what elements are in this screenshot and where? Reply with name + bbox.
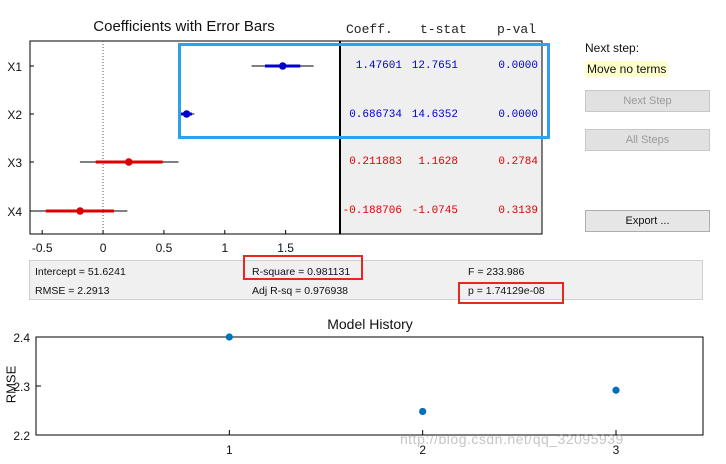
in-model-highlight — [178, 43, 550, 139]
coeff-value: -0.188706 — [342, 205, 402, 217]
coef-chart-title: Coefficients with Error Bars — [93, 18, 275, 35]
x-tick-label: 0.5 — [156, 241, 173, 255]
history-x-tick-label: 3 — [613, 443, 620, 457]
next-step-value: Move no terms — [585, 61, 669, 77]
rsquare-value: R-square = 0.981131 — [252, 266, 351, 278]
history-point — [419, 407, 427, 416]
pval-value: 0.3139 — [498, 205, 538, 217]
export-button[interactable]: Export ... — [585, 210, 710, 232]
f-statistic-value: F = 233.986 — [468, 266, 525, 278]
history-y-tick-label: 2.2 — [13, 429, 30, 443]
tstat-value: 14.6352 — [411, 109, 458, 121]
x-tick-label: -0.5 — [32, 241, 53, 255]
next-step-button[interactable]: Next Step — [585, 90, 710, 112]
history-ylabel: RMSE — [3, 365, 19, 404]
history-point — [225, 333, 233, 341]
coef-point — [76, 207, 84, 215]
term-label: X3 — [7, 156, 22, 170]
coef-point — [278, 62, 287, 70]
history-axes-box — [35, 336, 704, 436]
pval-value: 0.2784 — [498, 156, 538, 168]
all-steps-button[interactable]: All Steps — [585, 129, 710, 151]
next-step-label: Next step: — [585, 41, 640, 55]
history-y-tick-label: 2.3 — [13, 380, 30, 394]
history-y-tick-label: 2.4 — [13, 331, 30, 345]
coeff-value: 0.211883 — [349, 156, 402, 168]
x-tick-label: 1.5 — [277, 241, 294, 255]
p-value: p = 1.74129e-08 — [468, 285, 545, 297]
coef-point — [182, 110, 191, 118]
x-tick-label: 1 — [221, 241, 228, 255]
watermark: http://blog.csdn.net/qq_32095939 — [400, 431, 624, 447]
term-label: X2 — [7, 108, 22, 122]
tstat-value: 12.7651 — [411, 60, 458, 72]
history-chart-title: Model History — [327, 316, 413, 332]
pval-value: 0.0000 — [498, 60, 538, 72]
coeff-value: 0.686734 — [349, 109, 402, 121]
history-point — [612, 386, 620, 394]
table-header-coeff: Coeff. — [346, 22, 393, 37]
table-header-tstat: t-stat — [420, 22, 467, 37]
coef-point — [125, 158, 133, 166]
tstat-value: 1.1628 — [418, 156, 458, 168]
history-x-tick-label: 1 — [226, 443, 233, 457]
tstat-value: -1.0745 — [411, 205, 458, 217]
rsquare-highlight — [243, 255, 363, 280]
p-value-highlight — [458, 282, 564, 304]
adj-rsq-value: Adj R-sq = 0.976938 — [252, 285, 349, 297]
term-label: X4 — [7, 205, 22, 219]
term-label: X1 — [7, 60, 22, 74]
stats-panel — [29, 260, 703, 300]
table-header-pval: p-val — [497, 22, 537, 37]
intercept-value: Intercept = 51.6241 — [35, 266, 126, 278]
x-tick-label: 0 — [100, 241, 107, 255]
history-x-tick-label: 2 — [419, 443, 426, 457]
pval-value: 0.0000 — [498, 109, 538, 121]
rmse-value: RMSE = 2.2913 — [35, 285, 110, 297]
coeff-value: 1.47601 — [355, 60, 402, 72]
